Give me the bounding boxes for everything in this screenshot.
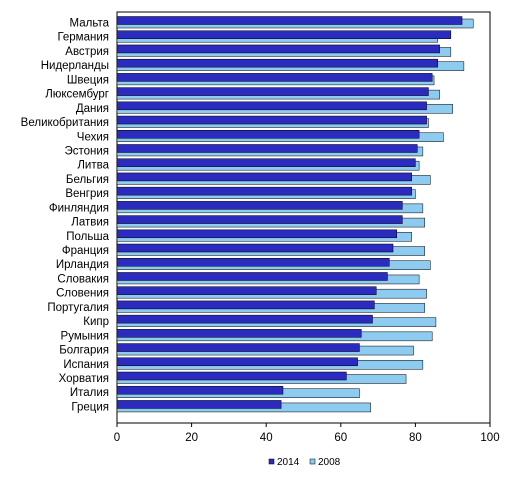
legend: 2014 2008 (268, 457, 341, 468)
category-label-1: Германия (57, 32, 109, 44)
x-tick-label-2: 40 (260, 432, 273, 444)
bars-layer (116, 16, 474, 413)
category-label-12: Венгрия (65, 188, 109, 200)
legend-label-2014: 2014 (277, 457, 300, 468)
category-label-20: Португалия (47, 302, 109, 314)
x-axis: 0 20 40 60 80 100 (114, 423, 500, 444)
category-label-10: Литва (77, 160, 109, 172)
bar-2014-25 (116, 371, 347, 381)
category-label-16: Франция (62, 245, 109, 257)
category-label-9: Эстония (64, 145, 109, 157)
bar-2014-16 (116, 243, 394, 253)
category-label-6: Дания (76, 103, 109, 115)
bar-2014-21 (116, 314, 373, 324)
category-label-14: Латвия (71, 217, 109, 229)
category-label-19: Словения (56, 288, 109, 300)
category-labels: Мальта Германия Австрия Нидерланды Швеция Люк… (21, 18, 110, 414)
category-label-25: Хорватия (59, 373, 109, 385)
legend-swatch-2014 (268, 458, 275, 465)
bar-2014-8 (116, 130, 420, 139)
category-label-4: Швеция (67, 74, 109, 86)
category-label-17: Ирландия (56, 259, 109, 271)
category-label-15: Польша (66, 231, 109, 243)
category-label-3: Нидерланды (41, 60, 109, 72)
bar-2014-27 (116, 400, 282, 409)
bar-2014-18 (116, 272, 388, 281)
category-label-13: Финляндия (49, 202, 109, 214)
bar-2014-26 (116, 385, 284, 395)
x-tick-label-4: 80 (409, 432, 422, 444)
x-tick-label-0: 0 (114, 432, 120, 444)
bar-2014-11 (116, 172, 412, 182)
bar-2014-17 (116, 257, 390, 267)
bar-2014-1 (116, 30, 452, 39)
category-label-5: Люксембург (45, 89, 109, 101)
bar-2014-2 (116, 44, 440, 54)
bar-2014-5 (116, 87, 429, 96)
bar-2014-24 (116, 357, 358, 367)
bar-2014-23 (116, 343, 360, 352)
category-label-0: Мальта (70, 18, 110, 30)
bar-2014-22 (116, 329, 362, 338)
bar-2014-10 (116, 158, 416, 167)
category-label-24: Испания (63, 359, 109, 371)
category-label-18: Словакия (57, 273, 109, 285)
category-label-23: Болгария (59, 345, 109, 357)
bar-2014-9 (116, 144, 418, 153)
category-label-26: Италия (70, 387, 109, 399)
legend-label-2008: 2008 (318, 457, 341, 468)
legend-swatch-2008 (309, 458, 316, 465)
bar-2014-12 (116, 186, 412, 196)
bar-2014-15 (116, 229, 397, 239)
category-label-11: Бельгия (66, 174, 109, 186)
bar-2014-20 (116, 300, 375, 310)
bar-2014-7 (116, 115, 427, 125)
category-label-22: Румыния (61, 330, 109, 342)
category-label-27: Греция (71, 401, 109, 413)
bar-2014-14 (116, 215, 403, 224)
bar-2014-4 (116, 73, 433, 82)
x-tick-label-3: 60 (334, 432, 347, 444)
category-label-21: Кипр (83, 316, 109, 328)
category-label-2: Австрия (65, 46, 109, 58)
bar-2014-0 (116, 16, 463, 25)
bar-2014-3 (116, 58, 439, 68)
category-label-7: Великобритания (21, 117, 109, 129)
bar-2014-13 (116, 201, 403, 210)
x-tick-label-5: 100 (480, 432, 499, 444)
x-tick-label-1: 20 (185, 432, 198, 444)
bar-2014-19 (116, 286, 377, 295)
bar-2014-6 (116, 101, 427, 111)
category-label-8: Чехия (77, 131, 109, 143)
